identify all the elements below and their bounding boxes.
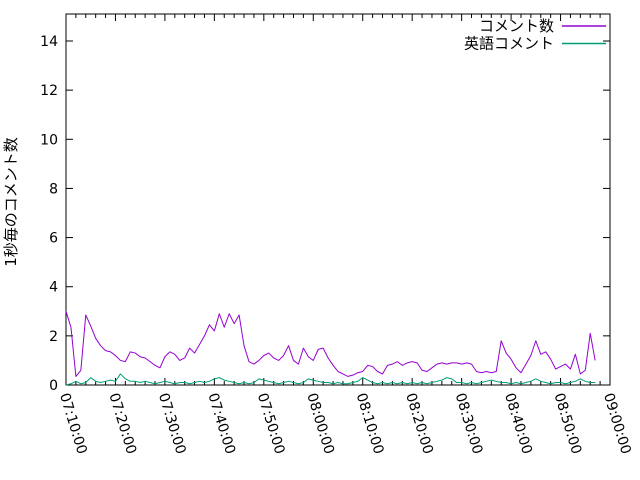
- y-tick-label: 12: [40, 83, 58, 99]
- legend-label: コメント数: [479, 17, 554, 35]
- y-tick-label: 10: [40, 132, 58, 148]
- x-tick-label: 07:10:00: [56, 391, 90, 456]
- y-tick-label: 14: [40, 34, 58, 50]
- x-tick-label: 08:50:00: [551, 391, 585, 456]
- x-tick-label: 07:30:00: [155, 391, 189, 456]
- y-tick-label: 0: [49, 378, 58, 394]
- plot-border: [65, 13, 611, 386]
- y-axis-title: 1秒毎のコメント数: [2, 137, 20, 267]
- y-tick-label: 4: [49, 280, 58, 296]
- y-tick-label: 6: [49, 231, 58, 247]
- x-tick-label: 09:00:00: [600, 391, 634, 456]
- x-tick-label: 07:40:00: [204, 391, 238, 456]
- x-tick-label: 08:40:00: [501, 391, 535, 456]
- series-line-1: [65, 373, 596, 386]
- x-tick-label: 07:20:00: [105, 391, 139, 456]
- series-line-0: [65, 311, 596, 377]
- axes-layer: 07:10:00 07:20:00 07:30:00 07:40:00 07:50:00…: [40, 13, 634, 456]
- x-tick-label: 08:30:00: [452, 391, 486, 456]
- y-tick-label: 8: [49, 181, 58, 197]
- x-tick-label: 08:00:00: [303, 391, 337, 456]
- x-tick-label: 08:10:00: [353, 391, 387, 456]
- x-tick-label: 08:20:00: [402, 391, 436, 456]
- legend-label: 英語コメント: [464, 35, 554, 53]
- x-tick-label: 07:50:00: [254, 391, 288, 456]
- y-tick-label: 2: [49, 329, 58, 345]
- series-layer: [65, 311, 596, 386]
